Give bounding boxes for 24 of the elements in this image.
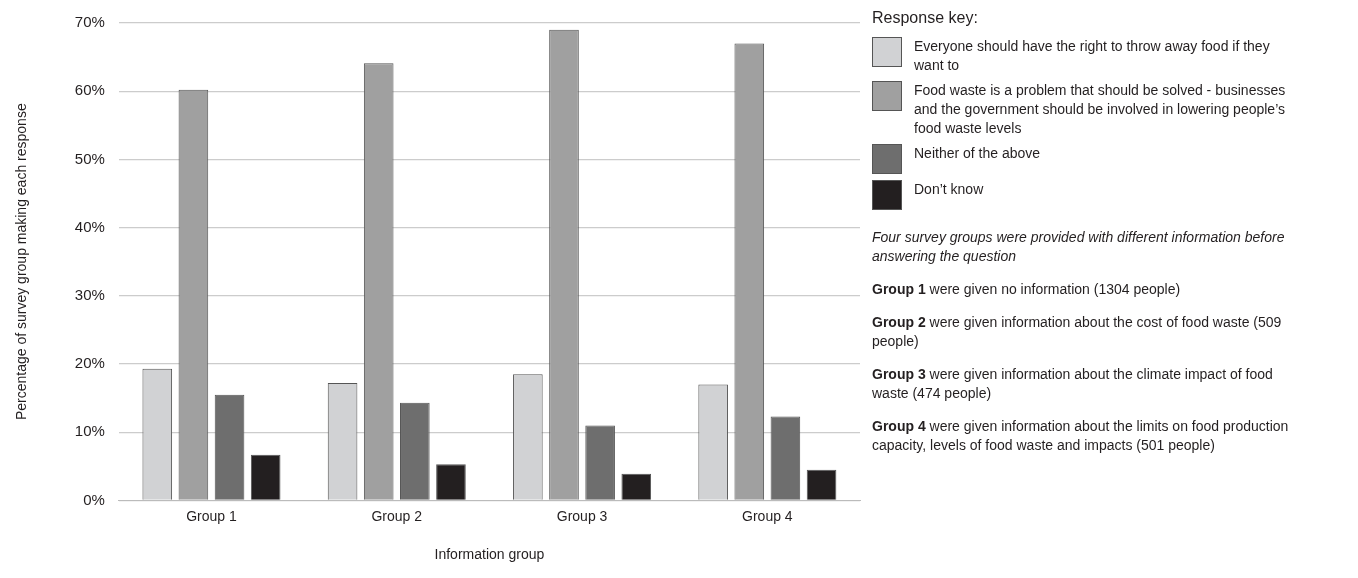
y-tick-label: 50% xyxy=(74,149,105,167)
text: Four survey groups were provided with different information before answering the question xyxy=(872,228,1286,266)
legend-label: Don’t know xyxy=(914,180,984,199)
y-tick-label: 60% xyxy=(74,81,105,99)
x-tick-label: Group 2 xyxy=(371,507,423,524)
x-tick-label: Group 3 xyxy=(556,507,608,524)
legend-label: Food waste is a problem that should be solved - businesses and the government should be involved in lowering people’s food waste levels xyxy=(914,81,1287,138)
legend-label: Neither of the above xyxy=(914,144,1041,163)
x-tick-label: Group 1 xyxy=(186,507,237,524)
y-axis-title: Percentage of survey group making each response xyxy=(13,103,30,421)
legend-title: Response key: xyxy=(872,8,979,27)
y-tick-label: 0% xyxy=(83,490,105,508)
y-tick-label: 10% xyxy=(74,422,105,440)
y-tick-label: 20% xyxy=(74,354,105,372)
y-tick-label: 40% xyxy=(74,217,105,235)
text: Group 1 were given no information (1304 people) xyxy=(872,280,1182,299)
text: Group 4 were given information about the limits on food production capacity, levels of food waste and impacts (501 people) xyxy=(872,417,1290,455)
y-tick-label: 70% xyxy=(74,13,105,31)
y-tick-label: 30% xyxy=(74,285,105,303)
legend-label: Everyone should have the right to throw away food if they want to xyxy=(914,37,1271,75)
x-tick-label: Group 4 xyxy=(742,507,793,524)
text: Group 2 were given information about the cost of food waste (509 people) xyxy=(872,313,1283,351)
x-axis-title: Information group xyxy=(434,546,545,563)
text: Group 3 were given information about the climate impact of food waste (474 people) xyxy=(872,365,1274,403)
